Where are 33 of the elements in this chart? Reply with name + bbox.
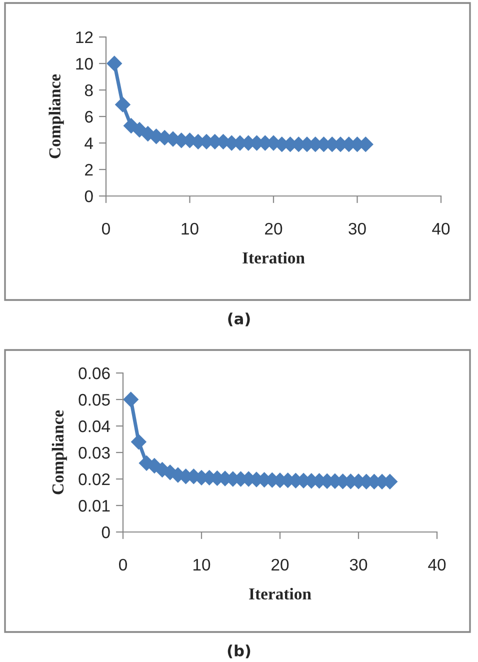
x-axis-title: Iteration	[242, 252, 305, 264]
point	[106, 56, 122, 72]
y-tick-label: 0.05	[78, 394, 110, 406]
y-tick-label: 0.03	[78, 446, 110, 459]
y-tick-label: 0.01	[78, 500, 110, 512]
y-tick-label: 0.06	[78, 367, 110, 380]
y-tick-label: 12	[76, 31, 93, 44]
text: (b)	[228, 644, 250, 658]
y-tick-label: 0.04	[78, 420, 110, 432]
x-tick-label: 40	[432, 222, 450, 235]
x-axis-title: Iteration	[249, 588, 312, 600]
y-tick-label: 4	[84, 138, 94, 150]
x-tick-label: 10	[194, 558, 210, 571]
y-tick-label: 6	[85, 110, 93, 123]
y-tick-label: 0	[84, 190, 93, 202]
x-tick-label: 30	[350, 558, 368, 571]
y-tick-label: 10	[76, 58, 93, 70]
y-axis-title: Compliance	[48, 74, 64, 158]
point	[130, 434, 147, 450]
y-tick-label: 0.02	[78, 473, 110, 486]
x-tick-label: 20	[265, 222, 282, 235]
y-tick-label: 2	[85, 164, 93, 176]
x-tick-label: 40	[428, 558, 446, 571]
x-tick-label: 20	[272, 558, 289, 571]
point	[123, 392, 139, 408]
x-tick-label: 30	[348, 222, 366, 235]
y-axis-title: Compliance	[52, 410, 67, 494]
y-tick-label: 0	[102, 526, 110, 538]
x-tick-label: 0	[119, 558, 127, 571]
y-tick-label: 8	[84, 84, 93, 96]
point	[114, 96, 131, 112]
x-tick-label: 10	[182, 222, 198, 235]
text: (a)	[228, 312, 250, 326]
